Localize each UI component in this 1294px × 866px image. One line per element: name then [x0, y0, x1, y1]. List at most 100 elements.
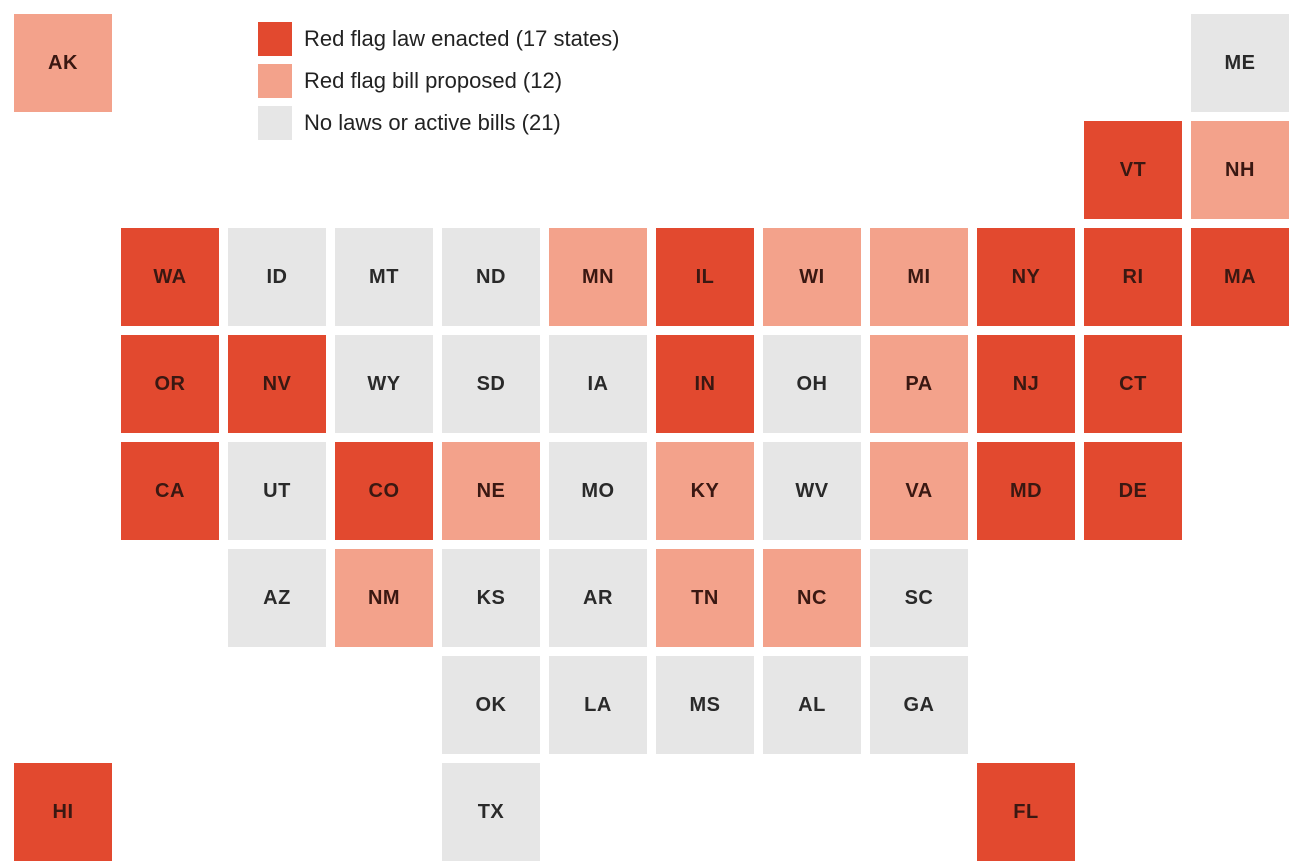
state-cell-wy: WY — [335, 335, 433, 433]
state-cell-oh: OH — [763, 335, 861, 433]
state-cell-de: DE — [1084, 442, 1182, 540]
state-abbr: ME — [1225, 52, 1256, 75]
state-grid: AKMEVTNHWAIDMTNDMNILWIMINYRIMAORNVWYSDIA… — [14, 14, 1280, 852]
state-abbr: VT — [1120, 159, 1147, 182]
legend-swatch-proposed — [258, 64, 292, 98]
state-abbr: IA — [588, 373, 609, 396]
state-abbr: TX — [478, 801, 505, 824]
state-cell-wv: WV — [763, 442, 861, 540]
state-cell-ia: IA — [549, 335, 647, 433]
state-cell-id: ID — [228, 228, 326, 326]
state-abbr: NJ — [1013, 373, 1040, 396]
state-abbr: IN — [695, 373, 716, 396]
state-abbr: CT — [1119, 373, 1147, 396]
state-abbr: OK — [476, 694, 507, 717]
state-cell-wa: WA — [121, 228, 219, 326]
state-cell-ky: KY — [656, 442, 754, 540]
state-cell-ga: GA — [870, 656, 968, 754]
state-abbr: MT — [369, 266, 399, 289]
state-cell-tn: TN — [656, 549, 754, 647]
legend-item-none: No laws or active bills (21) — [258, 106, 620, 140]
state-abbr: WA — [153, 266, 186, 289]
state-cell-me: ME — [1191, 14, 1289, 112]
state-cell-nh: NH — [1191, 121, 1289, 219]
state-abbr: MI — [907, 266, 930, 289]
state-cell-pa: PA — [870, 335, 968, 433]
state-cell-va: VA — [870, 442, 968, 540]
state-abbr: IL — [696, 266, 715, 289]
state-abbr: NH — [1225, 159, 1255, 182]
state-cell-il: IL — [656, 228, 754, 326]
state-cell-mt: MT — [335, 228, 433, 326]
state-cell-ar: AR — [549, 549, 647, 647]
state-cell-ca: CA — [121, 442, 219, 540]
state-abbr: KS — [477, 587, 506, 610]
legend-item-proposed: Red flag bill proposed (12) — [258, 64, 620, 98]
legend-label-none: No laws or active bills (21) — [304, 110, 561, 136]
state-abbr: FL — [1013, 801, 1038, 824]
state-abbr: MO — [581, 480, 614, 503]
state-abbr: PA — [905, 373, 932, 396]
state-abbr: NV — [263, 373, 292, 396]
state-cell-mi: MI — [870, 228, 968, 326]
legend-label-enacted: Red flag law enacted (17 states) — [304, 26, 620, 52]
state-abbr: NC — [797, 587, 827, 610]
state-abbr: KY — [691, 480, 720, 503]
state-cell-ma: MA — [1191, 228, 1289, 326]
state-cell-nm: NM — [335, 549, 433, 647]
legend-swatch-none — [258, 106, 292, 140]
state-cell-sc: SC — [870, 549, 968, 647]
legend: Red flag law enacted (17 states) Red flag… — [258, 22, 620, 140]
state-abbr: MA — [1224, 266, 1256, 289]
state-cell-co: CO — [335, 442, 433, 540]
state-abbr: OR — [155, 373, 186, 396]
state-abbr: SC — [905, 587, 934, 610]
state-cell-ne: NE — [442, 442, 540, 540]
state-abbr: NM — [368, 587, 400, 610]
state-abbr: CA — [155, 480, 185, 503]
state-cell-ms: MS — [656, 656, 754, 754]
state-cell-mn: MN — [549, 228, 647, 326]
state-abbr: AL — [798, 694, 826, 717]
state-abbr: CO — [369, 480, 400, 503]
state-abbr: HI — [53, 801, 74, 824]
state-cell-tx: TX — [442, 763, 540, 861]
state-abbr: ID — [267, 266, 288, 289]
state-abbr: TN — [691, 587, 719, 610]
state-abbr: MS — [690, 694, 721, 717]
state-cell-sd: SD — [442, 335, 540, 433]
state-cell-al: AL — [763, 656, 861, 754]
tile-grid-map: AKMEVTNHWAIDMTNDMNILWIMINYRIMAORNVWYSDIA… — [0, 0, 1294, 866]
state-abbr: AR — [583, 587, 613, 610]
state-cell-ny: NY — [977, 228, 1075, 326]
state-cell-or: OR — [121, 335, 219, 433]
state-cell-ok: OK — [442, 656, 540, 754]
state-abbr: UT — [263, 480, 291, 503]
state-abbr: LA — [584, 694, 612, 717]
state-cell-la: LA — [549, 656, 647, 754]
state-cell-hi: HI — [14, 763, 112, 861]
state-cell-ri: RI — [1084, 228, 1182, 326]
state-abbr: MD — [1010, 480, 1042, 503]
state-abbr: SD — [477, 373, 506, 396]
state-cell-ct: CT — [1084, 335, 1182, 433]
state-cell-nv: NV — [228, 335, 326, 433]
state-abbr: VA — [905, 480, 932, 503]
state-abbr: DE — [1119, 480, 1148, 503]
state-abbr: AK — [48, 52, 78, 75]
state-abbr: WY — [367, 373, 400, 396]
state-cell-nj: NJ — [977, 335, 1075, 433]
state-cell-ak: AK — [14, 14, 112, 112]
state-abbr: WI — [799, 266, 824, 289]
state-cell-ks: KS — [442, 549, 540, 647]
state-abbr: NY — [1012, 266, 1041, 289]
state-cell-fl: FL — [977, 763, 1075, 861]
state-abbr: OH — [797, 373, 828, 396]
legend-swatch-enacted — [258, 22, 292, 56]
state-abbr: NE — [477, 480, 506, 503]
state-abbr: WV — [795, 480, 828, 503]
state-abbr: MN — [582, 266, 614, 289]
state-abbr: RI — [1123, 266, 1144, 289]
state-abbr: AZ — [263, 587, 291, 610]
state-cell-az: AZ — [228, 549, 326, 647]
